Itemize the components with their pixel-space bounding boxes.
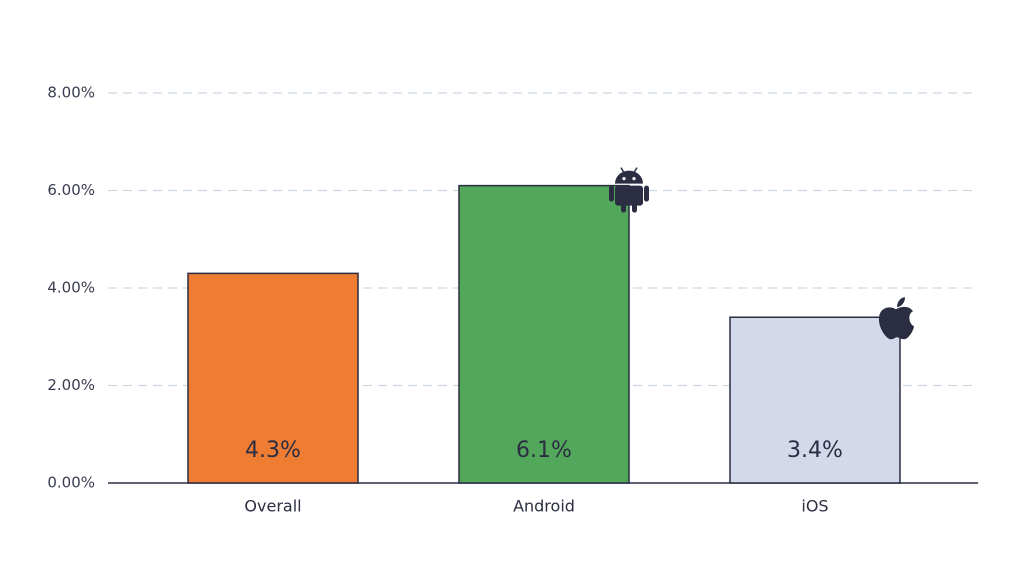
arm [644,185,649,202]
y-tick-label: 8.00% [47,84,95,102]
y-tick-label: 4.00% [47,279,95,297]
y-tick-label: 2.00% [47,376,95,394]
bar [458,184,630,484]
icons [609,167,914,340]
y-tick-label: 0.00% [47,474,95,492]
arm [609,185,614,202]
value-label: 6.1% [516,438,572,463]
bar [729,316,901,484]
value-label: 4.3% [245,438,301,463]
leg [621,203,626,213]
value-label: 3.4% [787,438,843,463]
x-tick-label: Android [513,497,575,516]
x-tick-label: Overall [244,497,301,516]
android-icon [609,167,649,213]
eye [622,177,626,181]
apple-leaf [897,297,905,308]
bar [187,272,359,484]
android-head [615,170,643,184]
android-body [615,185,643,206]
leg [632,203,637,213]
apple-icon [878,297,914,340]
x-tick-label: iOS [801,497,828,516]
y-tick-label: 6.00% [47,181,95,199]
antenna [620,167,625,174]
apple-body [878,306,914,340]
eye [632,177,636,181]
antenna [633,167,638,174]
